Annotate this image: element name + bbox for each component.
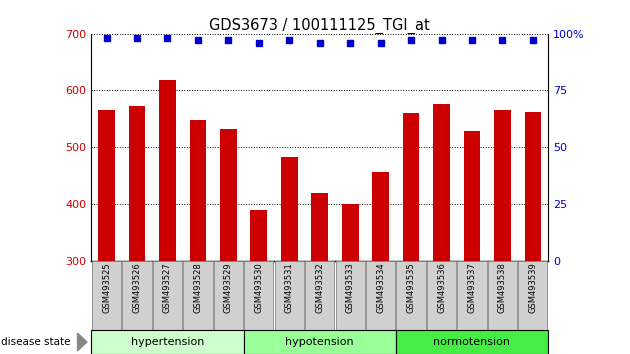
Text: GSM493536: GSM493536 <box>437 262 446 313</box>
FancyBboxPatch shape <box>214 261 243 330</box>
Text: disease state: disease state <box>1 337 71 347</box>
Polygon shape <box>77 333 87 351</box>
Bar <box>464 131 480 261</box>
FancyBboxPatch shape <box>366 261 395 330</box>
Bar <box>525 112 541 261</box>
Bar <box>159 80 176 261</box>
Bar <box>372 172 389 261</box>
Bar <box>433 103 450 261</box>
Text: GSM493533: GSM493533 <box>346 262 355 313</box>
FancyBboxPatch shape <box>396 261 426 330</box>
Bar <box>494 110 511 261</box>
FancyBboxPatch shape <box>427 261 456 330</box>
Bar <box>98 110 115 261</box>
Text: normotension: normotension <box>433 337 510 347</box>
Bar <box>251 210 267 261</box>
Text: GSM493528: GSM493528 <box>193 262 202 313</box>
Text: GSM493535: GSM493535 <box>406 262 416 313</box>
FancyBboxPatch shape <box>336 261 365 330</box>
Text: GSM493531: GSM493531 <box>285 262 294 313</box>
Text: GSM493532: GSM493532 <box>315 262 324 313</box>
FancyBboxPatch shape <box>244 261 273 330</box>
Text: GSM493526: GSM493526 <box>132 262 142 313</box>
Text: GSM493539: GSM493539 <box>529 262 537 313</box>
FancyBboxPatch shape <box>396 330 548 354</box>
Bar <box>342 204 358 261</box>
Text: hypotension: hypotension <box>285 337 354 347</box>
FancyBboxPatch shape <box>91 330 244 354</box>
FancyBboxPatch shape <box>305 261 335 330</box>
FancyBboxPatch shape <box>275 261 304 330</box>
Text: GSM493527: GSM493527 <box>163 262 172 313</box>
Text: hypertension: hypertension <box>131 337 204 347</box>
Text: GSM493530: GSM493530 <box>255 262 263 313</box>
FancyBboxPatch shape <box>488 261 517 330</box>
FancyBboxPatch shape <box>183 261 212 330</box>
Text: GSM493538: GSM493538 <box>498 262 507 313</box>
FancyBboxPatch shape <box>122 261 152 330</box>
Text: GSM493537: GSM493537 <box>467 262 476 313</box>
FancyBboxPatch shape <box>92 261 121 330</box>
Bar <box>129 106 146 261</box>
Text: GSM493525: GSM493525 <box>102 262 111 313</box>
Text: GSM493529: GSM493529 <box>224 262 233 313</box>
Bar <box>190 120 206 261</box>
Bar <box>220 129 237 261</box>
Title: GDS3673 / 100111125_TGI_at: GDS3673 / 100111125_TGI_at <box>209 17 430 34</box>
Bar <box>403 113 420 261</box>
Bar <box>311 193 328 261</box>
FancyBboxPatch shape <box>153 261 182 330</box>
Bar <box>281 158 297 261</box>
FancyBboxPatch shape <box>518 261 547 330</box>
FancyBboxPatch shape <box>457 261 486 330</box>
Text: GSM493534: GSM493534 <box>376 262 385 313</box>
FancyBboxPatch shape <box>244 330 396 354</box>
